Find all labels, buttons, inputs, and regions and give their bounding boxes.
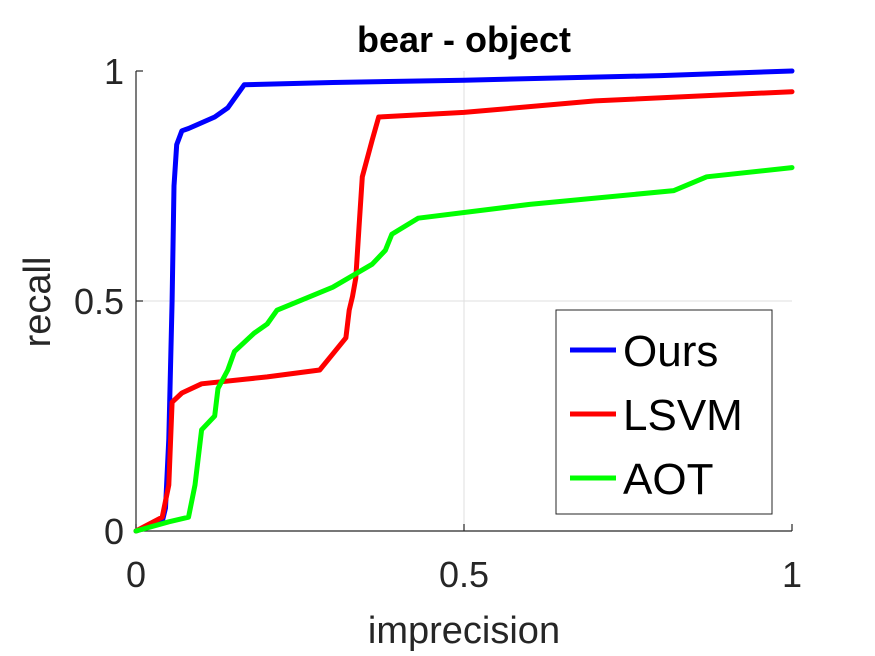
- legend-entry-label: Ours: [623, 327, 718, 376]
- series-line-lsvm: [133, 89, 795, 534]
- legend: Ours LSVM AOT: [555, 309, 773, 515]
- x-tick-label: 1: [782, 554, 802, 595]
- x-axis-label: imprecision: [368, 610, 560, 652]
- y-axis-label: recall: [17, 257, 59, 348]
- legend-entry-label: LSVM: [623, 391, 743, 440]
- x-tick-label: 0.5: [439, 554, 489, 595]
- y-tick-label: 0: [104, 511, 124, 552]
- legend-entry-label: AOT: [623, 455, 713, 504]
- y-tick-label: 0.5: [74, 281, 124, 322]
- y-tick-label: 1: [104, 51, 124, 92]
- grid: [136, 71, 792, 531]
- axes: 0 0.5 1 0 0.5 1: [74, 51, 802, 595]
- series-line-aot: [133, 165, 795, 534]
- series-layer: [133, 68, 795, 534]
- x-tick-label: 0: [126, 554, 146, 595]
- chart-title: bear - object: [357, 19, 571, 60]
